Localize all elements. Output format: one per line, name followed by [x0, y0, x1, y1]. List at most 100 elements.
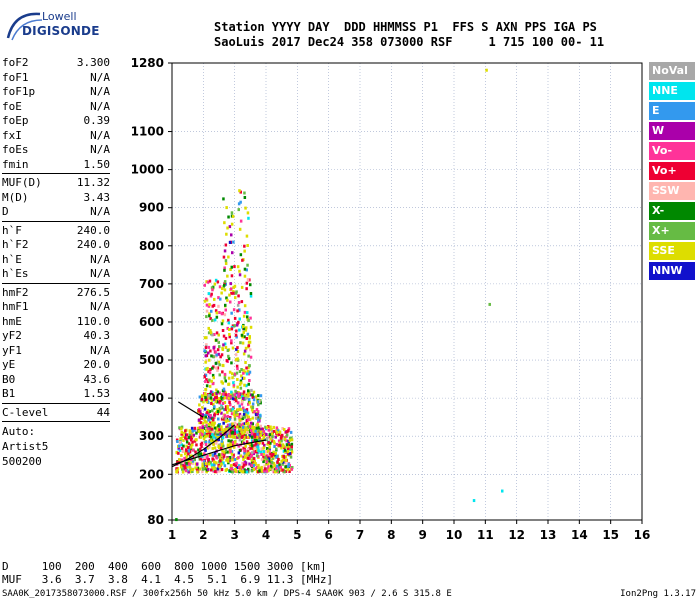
echo-point [212, 346, 215, 350]
echo-point [246, 429, 249, 433]
header-labels: Station YYYY DAY DDD HHMMSS P1 FFS S AXN… [214, 20, 597, 34]
echo-point [184, 456, 188, 460]
echo-point [257, 463, 260, 467]
echo-point [223, 401, 227, 404]
echo-point [175, 470, 179, 474]
echo-point [219, 297, 222, 301]
echo-point [201, 413, 204, 417]
echo-point [185, 465, 189, 469]
echo-point [226, 298, 229, 302]
echo-point [195, 443, 198, 447]
echo-point [283, 448, 287, 452]
echo-point [266, 467, 270, 471]
parameter-value: N/A [90, 343, 110, 357]
echo-point [230, 311, 233, 315]
echo-point [202, 466, 206, 470]
echo-point [217, 360, 220, 364]
echo-point [216, 368, 219, 372]
echo-point [218, 285, 222, 289]
echo-point [208, 378, 211, 382]
echo-point [241, 425, 245, 429]
muf-row: MUF 3.6 3.7 3.8 4.1 4.5 5.1 6.9 11.3 [MH… [2, 573, 334, 586]
echo-point [203, 435, 207, 439]
echo-point [254, 463, 257, 466]
parameter-value: N/A [90, 205, 110, 218]
echo-point [246, 278, 250, 282]
echo-point [225, 467, 228, 471]
echo-point [207, 462, 211, 466]
echo-point [201, 462, 204, 466]
echo-point [276, 460, 279, 464]
echo-point [198, 410, 202, 413]
echo-point [213, 462, 216, 466]
x-tick-label: 7 [356, 528, 364, 542]
echo-point [214, 350, 217, 354]
echo-point [269, 425, 272, 429]
parameter-row: foE N/A [2, 100, 110, 115]
echo-point [281, 468, 284, 472]
echo-point [194, 450, 197, 454]
parameter-name: foE [2, 99, 22, 113]
parameter-row: hmE 110.0 [2, 315, 110, 330]
legend-entry-nne: NNE [649, 82, 695, 100]
echo-point [218, 397, 221, 400]
echo-point [205, 343, 208, 347]
echo-point [230, 341, 233, 345]
echo-point [219, 399, 222, 403]
echo-point [270, 464, 273, 468]
echo-point [215, 315, 219, 319]
echo-point [211, 446, 214, 450]
echo-point [222, 444, 225, 448]
echo-point [191, 467, 195, 471]
y-tick-label: 900 [139, 201, 164, 215]
echo-point [241, 422, 245, 426]
echo-point [207, 414, 211, 418]
echo-point [250, 442, 253, 446]
y-tick-label: 1000 [131, 163, 164, 177]
echo-point [266, 434, 270, 438]
echo-point [267, 469, 270, 473]
echo-point [210, 468, 213, 472]
echo-point [250, 421, 253, 425]
echo-point [216, 408, 219, 412]
echo-point [204, 388, 208, 392]
echo-point [197, 409, 201, 413]
echo-point [199, 435, 203, 439]
echo-point [246, 211, 250, 215]
echo-point [209, 421, 212, 425]
echo-point [243, 451, 246, 455]
echo-point [224, 262, 228, 265]
echo-point [280, 435, 283, 438]
echo-point [247, 366, 250, 370]
echo-point [210, 309, 213, 313]
echo-point [238, 449, 242, 452]
echo-point [233, 265, 236, 269]
echo-point [236, 265, 240, 269]
parameter-value: 240.0 [76, 238, 110, 251]
echo-point [250, 464, 253, 468]
echo-point [233, 417, 237, 421]
parameter-name: foEs [2, 143, 29, 156]
echo-point [228, 423, 232, 427]
echo-point [237, 301, 241, 304]
echo-point [189, 438, 193, 442]
echo-point [230, 327, 234, 331]
echo-point [183, 431, 187, 435]
legend-entry-xplus: X+ [649, 222, 695, 240]
parameter-row: foF1p N/A [2, 85, 110, 100]
echo-point [212, 397, 216, 401]
echo-point [223, 408, 226, 412]
echo-point [262, 437, 266, 441]
echo-point [220, 428, 224, 432]
echo-point [248, 401, 251, 405]
parameter-name: foEp [2, 114, 29, 127]
echo-point [184, 452, 187, 456]
echo-point [190, 458, 193, 462]
echo-point [217, 417, 220, 421]
echo-point [207, 370, 210, 374]
echo-point [216, 280, 220, 284]
echo-point [233, 393, 236, 397]
echo-point [203, 349, 206, 353]
echo-point [236, 357, 239, 361]
echo-point [217, 438, 220, 442]
